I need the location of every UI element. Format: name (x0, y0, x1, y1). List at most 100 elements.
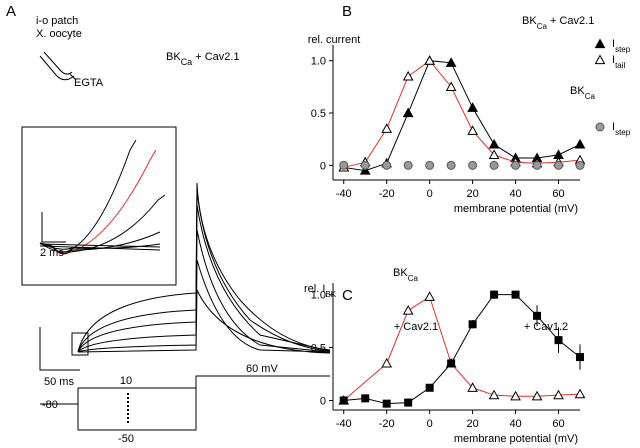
scale-label: 50 ms (44, 376, 74, 388)
x-tick-label: 20 (466, 418, 478, 430)
legend-label: Itail (612, 54, 626, 70)
marker (404, 398, 413, 407)
construct-rest: + Cav2.1 (192, 51, 239, 63)
x-tick-label: -40 (336, 418, 352, 430)
marker (468, 320, 477, 329)
legend-label-part: I (612, 121, 615, 133)
inset-box (21, 126, 177, 286)
marker (403, 160, 413, 170)
marker (488, 389, 500, 400)
trace (77, 204, 331, 353)
marker (511, 160, 521, 170)
zoom-box (71, 332, 89, 356)
inset-trace (39, 139, 137, 253)
trace (77, 259, 331, 354)
chart-title-part: BK (393, 267, 408, 279)
inset-scale-bar (41, 212, 66, 243)
x-axis-label: membrane potential (mV) (454, 433, 578, 445)
y-axis-label: rel. IBK (304, 283, 337, 299)
legend-label-part: I (612, 38, 615, 50)
marker (575, 160, 585, 170)
marker (382, 399, 391, 408)
marker (553, 389, 564, 400)
legend-label: Istep (612, 121, 631, 137)
marker (489, 160, 499, 170)
series-line (343, 294, 581, 405)
marker (488, 149, 500, 159)
scale-bar (39, 327, 80, 371)
y-axis-label-part: BK (325, 290, 336, 299)
series-label: + Cav2.1 (394, 321, 438, 333)
marker (574, 388, 586, 399)
marker (381, 123, 393, 133)
marker (424, 55, 436, 65)
construct-main: BK (166, 51, 181, 63)
pipette (39, 51, 77, 81)
marker (445, 57, 457, 67)
trace (77, 189, 331, 353)
marker (402, 70, 414, 81)
series-line (343, 60, 581, 172)
chart-title-part: Ca (408, 274, 419, 283)
chart-title: BKCa (393, 267, 418, 283)
marker (425, 383, 434, 392)
panel-label: C (342, 287, 353, 304)
marker (381, 357, 393, 368)
marker (402, 304, 414, 315)
inset-trace (39, 231, 161, 253)
x-tick-label: 60 (552, 188, 564, 200)
legend-label-part: tail (615, 61, 625, 70)
y-axis-label-part: rel. I (304, 283, 325, 295)
y-tick-label: 1.0 (311, 56, 326, 68)
y-tick-label: 0.5 (311, 108, 326, 120)
legend-title-part: Ca (537, 22, 548, 31)
series-label: + Cav1.2 (524, 321, 568, 333)
x-tick-label: -20 (379, 188, 395, 200)
legend-marker (595, 122, 605, 132)
construct-sub: Ca (181, 57, 193, 67)
marker (467, 125, 478, 135)
marker (361, 394, 370, 403)
legend-title-part: BK (522, 15, 537, 27)
y-tick-label: 1.0 (311, 290, 326, 302)
legend-label-part: step (615, 128, 631, 137)
legend-label-part: step (615, 45, 631, 54)
marker (447, 359, 456, 368)
y-tick-label: 0 (320, 395, 326, 407)
marker (554, 336, 563, 345)
marker (467, 102, 478, 112)
legend-title-part: Ca (585, 92, 596, 101)
legend-title-part: + Cav2.1 (547, 15, 594, 27)
inset-scale-label: 2 ms (40, 247, 64, 259)
panel-a-drawing (21, 51, 331, 431)
x-tick-label: 40 (509, 188, 521, 200)
x-tick-label: -40 (336, 188, 352, 200)
x-tick-label: 0 (427, 188, 433, 200)
y-tick-label: 0.5 (311, 343, 326, 355)
pipette-label: EGTA (74, 77, 104, 89)
x-tick-label: 0 (427, 418, 433, 430)
marker (446, 160, 456, 170)
protocol (40, 375, 330, 431)
protocol-label: -80 (42, 399, 58, 411)
marker (468, 160, 478, 170)
marker (532, 160, 542, 170)
x-tick-label: -20 (379, 418, 395, 430)
legend-title: BKCa (570, 85, 595, 101)
series-line (343, 60, 581, 168)
protocol-label: 10 (120, 375, 132, 387)
marker (360, 160, 370, 170)
protocol-label: -50 (118, 433, 134, 445)
patch-label: i-o patch (36, 15, 78, 27)
x-tick-label: 40 (509, 418, 521, 430)
legend-label: Istep (612, 38, 631, 54)
marker (533, 311, 542, 320)
legend-title-part: BK (570, 85, 585, 97)
x-tick-label: 20 (466, 188, 478, 200)
marker (402, 107, 414, 118)
marker (467, 382, 478, 392)
legend-title: BKCa + Cav2.1 (522, 15, 594, 31)
series-line (343, 295, 581, 401)
marker (511, 290, 520, 299)
